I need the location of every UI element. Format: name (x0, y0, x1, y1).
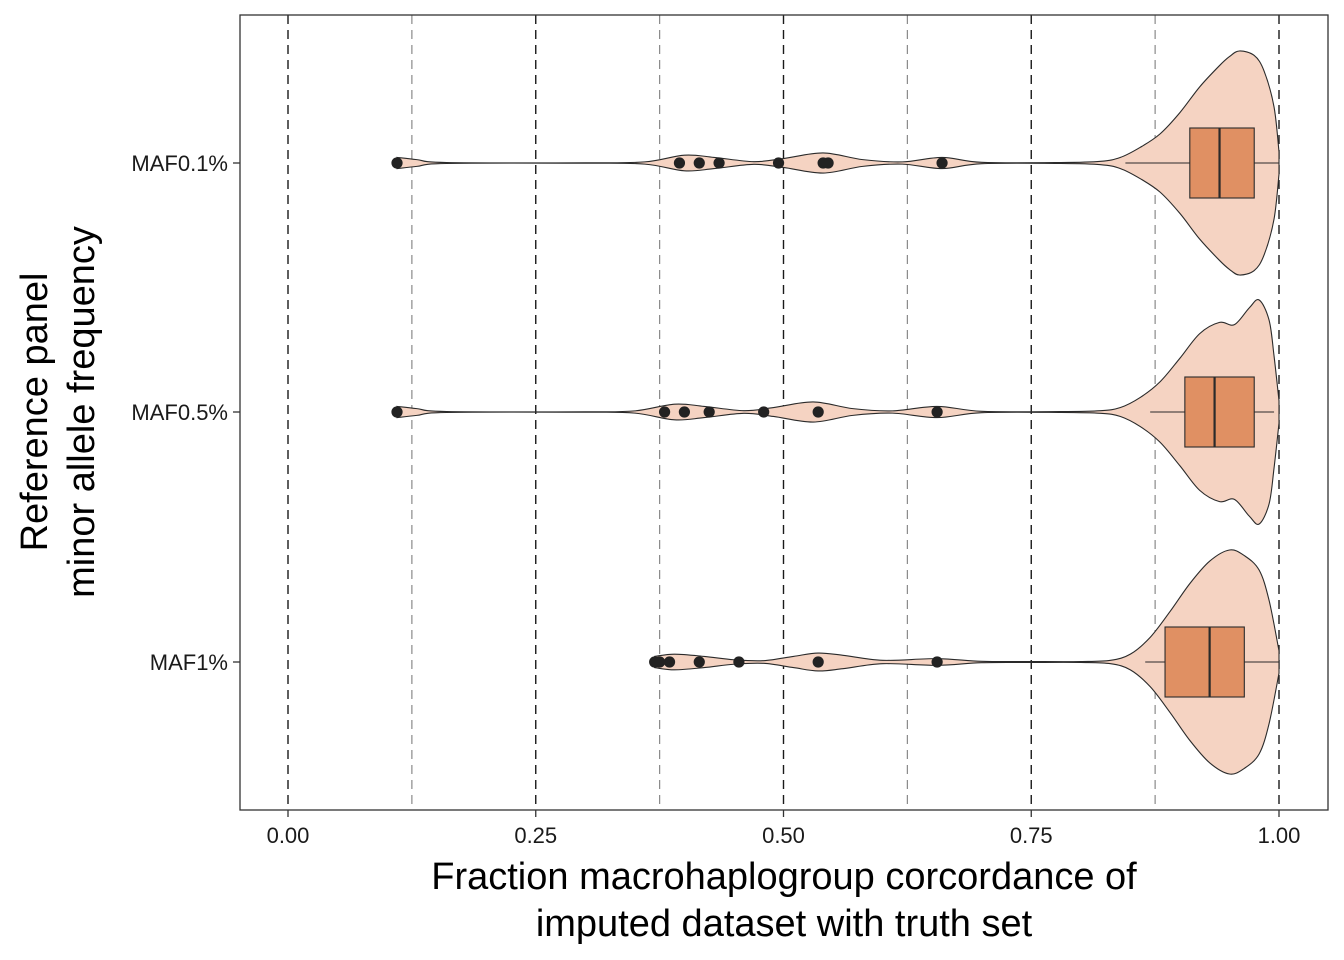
outlier-point (713, 157, 725, 169)
outlier-point (703, 406, 715, 418)
axes: MAF0.1% MAF0.5% MAF1% 0.00 0.25 0.50 0.75 1.00 (131, 151, 1300, 848)
x-tick-label: 0.25 (514, 823, 557, 848)
outlier-point (678, 406, 691, 418)
outlier-point (931, 406, 943, 418)
outlier-point (654, 656, 666, 668)
outlier-point (693, 656, 705, 668)
x-tick-label: 1.00 (1258, 823, 1301, 848)
y-tick-label: MAF0.5% (131, 400, 228, 425)
violin-MAF1% (654, 549, 1280, 775)
y-tick-label: MAF1% (150, 650, 228, 675)
outlier-point (812, 656, 824, 668)
box-iqr (1184, 376, 1255, 448)
x-tick-label: 0.50 (762, 823, 805, 848)
outlier-point (822, 157, 834, 169)
outlier-point (673, 157, 686, 169)
x-tick-label: 0.00 (267, 823, 310, 848)
violins (396, 50, 1280, 775)
outlier-point (391, 157, 403, 169)
y-axis-title-line1: Reference panel (14, 273, 56, 552)
outlier-point (391, 406, 403, 418)
outlier-point (758, 406, 770, 418)
outlier-point (658, 406, 671, 418)
outlier-point (812, 406, 824, 418)
box-iqr (1164, 626, 1245, 698)
violin-MAF0.5% (396, 299, 1280, 525)
outlier-point (693, 157, 705, 169)
outlier-points (391, 157, 948, 668)
x-tick-label: 0.75 (1010, 823, 1053, 848)
boxplots (1125, 127, 1279, 698)
violin-MAF0.1% (396, 50, 1280, 276)
y-axis-title-line2: minor allele frequency (61, 226, 103, 598)
y-tick-label: MAF0.1% (131, 151, 228, 176)
x-axis-title-line1: Fraction macrohaplogroup corcordance of (431, 856, 1137, 898)
outlier-point (772, 157, 785, 169)
outlier-point (663, 656, 676, 668)
box-iqr (1189, 127, 1255, 199)
x-axis-title-line2: imputed dataset with truth set (536, 903, 1033, 945)
outlier-point (936, 157, 948, 169)
outlier-point (733, 656, 745, 668)
outlier-point (931, 656, 943, 668)
